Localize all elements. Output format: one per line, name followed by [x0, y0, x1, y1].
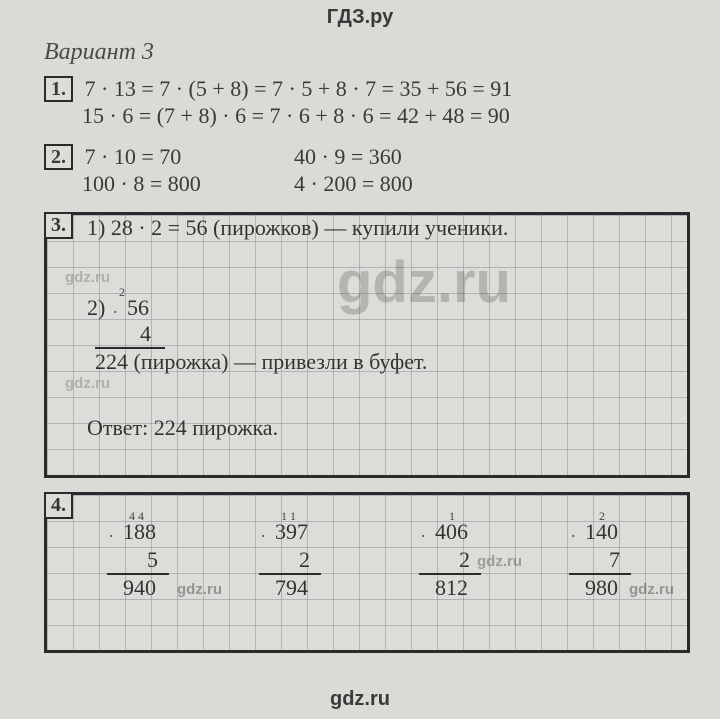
block-3: 3. 1) 28 · 2 = 56 (пирожков) — купили уч…: [44, 212, 690, 478]
b3-carry: 2: [119, 285, 125, 300]
c3-bot: 2: [459, 547, 470, 573]
watermark-2: gdz.ru: [65, 375, 110, 392]
page-content: Вариант 3 1. 7 · 13 = 7 · (5 + 8) = 7 · …: [0, 31, 720, 653]
c1-top: 188: [123, 519, 156, 545]
watermark-5: gdz.ru: [629, 581, 674, 598]
c2-res: 794: [275, 575, 308, 601]
c2-top: 397: [275, 519, 308, 545]
watermark-3: gdz.ru: [177, 581, 222, 598]
c4-dot: .: [571, 521, 578, 542]
c4-res: 980: [585, 575, 618, 601]
b2-b2: 4 · 200 = 800: [294, 171, 413, 196]
site-header: ГДЗ.ру: [0, 0, 720, 31]
b1-line1: 7 · 13 = 7 · (5 + 8) = 7 · 5 + 8 · 7 = 3…: [85, 76, 513, 101]
block-1: 1. 7 · 13 = 7 · (5 + 8) = 7 · 5 + 8 · 7 …: [44, 76, 690, 129]
task-number-4: 4.: [44, 492, 73, 519]
c4-bot: 7: [609, 547, 620, 573]
b3-top: 56: [127, 295, 149, 321]
site-footer: gdz.ru: [0, 682, 720, 713]
variant-title: Вариант 3: [44, 39, 690, 66]
b1-line2: 15 · 6 = (7 + 8) · 6 = 7 · 6 + 8 · 6 = 4…: [82, 103, 510, 128]
watermark-1: gdz.ru: [65, 269, 110, 286]
c2-bot: 2: [299, 547, 310, 573]
b3-two: 2): [87, 295, 105, 321]
c1-bot: 5: [147, 547, 158, 573]
c3-top: 406: [435, 519, 468, 545]
b3-res: 224 (пирожка) — привезли в буфет.: [95, 349, 427, 375]
watermark-4: gdz.ru: [477, 553, 522, 570]
c2-dot: .: [261, 521, 268, 542]
task-number-1: 1.: [44, 76, 73, 102]
c4-top: 140: [585, 519, 618, 545]
mult-dot: .: [113, 297, 120, 318]
c3-res: 812: [435, 575, 468, 601]
b2-b1: 40 · 9 = 360: [294, 144, 402, 169]
b3-line1: 1) 28 · 2 = 56 (пирожков) — купили учени…: [87, 215, 508, 241]
block-4: 4. 4 4 . 188 5 940 1 1 . 397 2 794 gdz.r…: [44, 492, 690, 653]
task-number-3: 3.: [44, 212, 73, 239]
c1-res: 940: [123, 575, 156, 601]
block-2: 2. 7 · 10 = 70 100 · 8 = 800 40 · 9 = 36…: [44, 143, 690, 198]
b3-bot: 4: [140, 321, 151, 347]
watermark-big: gdz.ru: [337, 249, 511, 316]
b2-a2: 100 · 8 = 800: [82, 171, 201, 196]
task-number-2: 2.: [44, 144, 73, 170]
b3-answer: Ответ: 224 пирожка.: [87, 415, 278, 441]
c1-dot: .: [109, 521, 116, 542]
b2-a1: 7 · 10 = 70: [85, 144, 182, 169]
c3-dot: .: [421, 521, 428, 542]
